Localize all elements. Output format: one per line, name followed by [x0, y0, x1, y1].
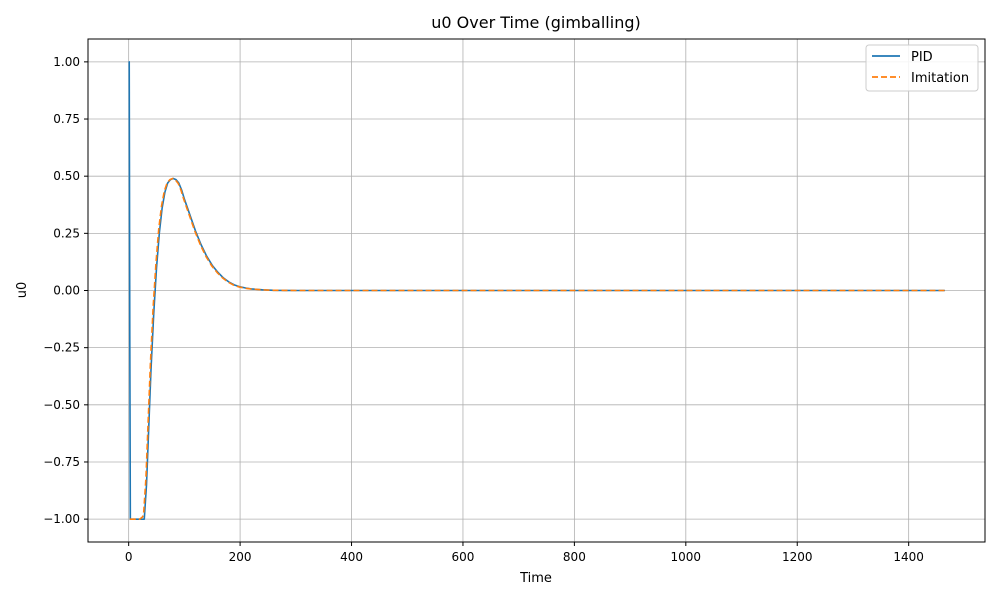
x-tick-label: 400 [340, 550, 363, 564]
y-tick-label: 0.75 [53, 112, 80, 126]
series-line-imitation [129, 177, 945, 520]
x-tick-label: 200 [229, 550, 252, 564]
x-tick-label: 600 [452, 550, 475, 564]
y-tick-label: 0.00 [53, 284, 80, 298]
series-layer [128, 61, 945, 520]
y-tick-label: −0.50 [43, 398, 80, 412]
y-tick-label: 0.50 [53, 169, 80, 183]
legend-label-imitation: Imitation [911, 71, 969, 86]
y-tick-label: 0.25 [53, 226, 80, 240]
y-axis-label: u0 [15, 282, 30, 299]
x-tick-label: 1200 [782, 550, 813, 564]
chart-title: u0 Over Time (gimballing) [431, 13, 640, 32]
x-axis-label: Time [519, 571, 552, 586]
x-tick-label: 0 [125, 550, 133, 564]
y-axis: −1.00 −0.75 −0.50 −0.25 0.00 0.25 0.50 0.75 1.00 [43, 55, 88, 526]
y-tick-label: −1.00 [43, 512, 80, 526]
y-tick-label: −0.75 [43, 455, 80, 469]
x-tick-label: 1400 [893, 550, 924, 564]
y-tick-label: −0.25 [43, 341, 80, 355]
x-axis: 0 200 400 600 800 1000 1200 1400 [125, 542, 924, 564]
x-tick-label: 800 [563, 550, 586, 564]
legend-label-pid: PID [911, 50, 933, 65]
x-tick-label: 1000 [671, 550, 702, 564]
legend: PID Imitation [865, 44, 979, 92]
y-tick-label: 1.00 [53, 55, 80, 69]
